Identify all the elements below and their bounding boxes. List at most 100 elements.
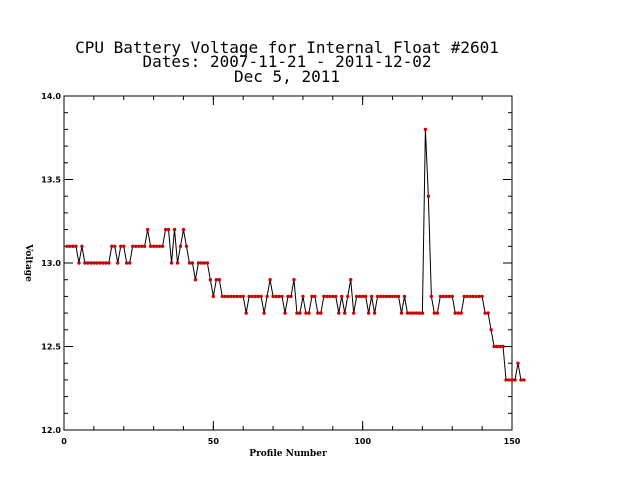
voltage-series-markers bbox=[65, 127, 526, 382]
data-point bbox=[360, 294, 365, 299]
data-point bbox=[223, 294, 227, 299]
voltage-series-line bbox=[66, 129, 524, 381]
data-point bbox=[89, 261, 93, 265]
data-point bbox=[125, 261, 129, 265]
data-point bbox=[489, 328, 493, 332]
data-point bbox=[214, 278, 219, 282]
x-tick-label: 0 bbox=[61, 437, 67, 446]
data-point bbox=[354, 294, 359, 299]
data-point bbox=[465, 294, 469, 299]
data-point bbox=[71, 244, 75, 248]
data-point bbox=[378, 294, 383, 299]
data-point bbox=[423, 127, 428, 132]
data-point bbox=[495, 344, 499, 349]
data-point bbox=[211, 294, 216, 299]
data-point bbox=[399, 311, 404, 315]
data-point bbox=[130, 244, 135, 248]
y-tick-label: 12.0 bbox=[41, 426, 61, 435]
data-point bbox=[119, 244, 123, 248]
data-point bbox=[139, 244, 144, 248]
data-point bbox=[417, 311, 422, 315]
chart-title-line-2: Dates: 2007-11-21 - 2011-12-02 bbox=[143, 52, 432, 71]
data-point bbox=[369, 294, 374, 299]
data-point bbox=[498, 344, 502, 349]
data-point bbox=[142, 244, 147, 248]
data-point bbox=[98, 261, 102, 265]
data-point bbox=[65, 244, 69, 248]
data-point bbox=[110, 244, 114, 248]
data-point bbox=[462, 294, 466, 299]
data-point bbox=[95, 261, 99, 265]
data-point bbox=[349, 278, 353, 282]
data-point bbox=[456, 311, 460, 315]
data-point bbox=[208, 278, 213, 282]
data-point bbox=[107, 261, 111, 265]
data-point bbox=[193, 278, 198, 282]
data-point bbox=[316, 311, 320, 315]
data-point bbox=[77, 261, 81, 265]
data-point bbox=[405, 311, 410, 315]
data-point bbox=[447, 294, 451, 299]
data-point bbox=[483, 311, 487, 315]
data-point bbox=[337, 311, 341, 315]
data-point bbox=[160, 244, 165, 248]
data-point bbox=[104, 261, 108, 265]
data-point bbox=[453, 311, 457, 315]
data-point bbox=[116, 261, 120, 265]
data-point bbox=[247, 294, 251, 299]
axis-ticks bbox=[63, 95, 513, 431]
data-point bbox=[250, 294, 254, 299]
data-point bbox=[474, 294, 478, 299]
data-point bbox=[169, 261, 174, 265]
data-point bbox=[414, 311, 419, 315]
data-point bbox=[178, 244, 183, 248]
data-point bbox=[441, 294, 446, 299]
data-point bbox=[459, 311, 463, 315]
data-point bbox=[277, 294, 281, 299]
y-tick-label: 13.0 bbox=[41, 259, 61, 268]
data-point bbox=[145, 227, 150, 232]
data-point bbox=[226, 294, 230, 299]
y-tick-label: 14.0 bbox=[41, 92, 61, 101]
data-point bbox=[387, 294, 392, 299]
data-point bbox=[148, 244, 153, 248]
data-point bbox=[429, 294, 434, 299]
data-point bbox=[259, 294, 263, 299]
data-point bbox=[331, 294, 335, 299]
data-point bbox=[352, 311, 356, 315]
chart-titles: CPU Battery Voltage for Internal Float #… bbox=[75, 38, 499, 86]
data-point bbox=[492, 344, 496, 349]
data-point bbox=[513, 378, 517, 382]
data-point bbox=[122, 244, 126, 248]
data-point bbox=[232, 294, 236, 299]
data-point bbox=[136, 244, 141, 248]
data-point bbox=[163, 227, 168, 232]
data-point bbox=[504, 378, 508, 382]
data-point bbox=[477, 294, 481, 299]
data-point bbox=[298, 311, 302, 315]
data-point bbox=[101, 261, 105, 265]
data-point bbox=[113, 244, 117, 248]
data-point bbox=[471, 294, 475, 299]
data-point bbox=[286, 294, 290, 299]
data-point bbox=[363, 294, 368, 299]
data-point bbox=[229, 294, 233, 299]
data-point bbox=[271, 294, 275, 299]
chart-title-line-1: CPU Battery Voltage for Internal Float #… bbox=[75, 38, 499, 57]
data-point bbox=[190, 261, 195, 265]
data-point bbox=[384, 294, 389, 299]
data-point bbox=[426, 194, 431, 198]
data-point bbox=[202, 261, 207, 265]
data-point bbox=[480, 294, 484, 299]
data-point bbox=[372, 311, 377, 315]
data-point bbox=[280, 294, 284, 299]
data-point bbox=[181, 227, 186, 232]
data-point bbox=[334, 294, 338, 299]
data-point bbox=[519, 378, 523, 382]
data-point bbox=[295, 311, 299, 315]
data-point bbox=[432, 311, 437, 315]
data-point bbox=[241, 294, 245, 299]
data-point bbox=[375, 294, 380, 299]
data-point bbox=[238, 294, 242, 299]
data-point bbox=[220, 294, 224, 299]
